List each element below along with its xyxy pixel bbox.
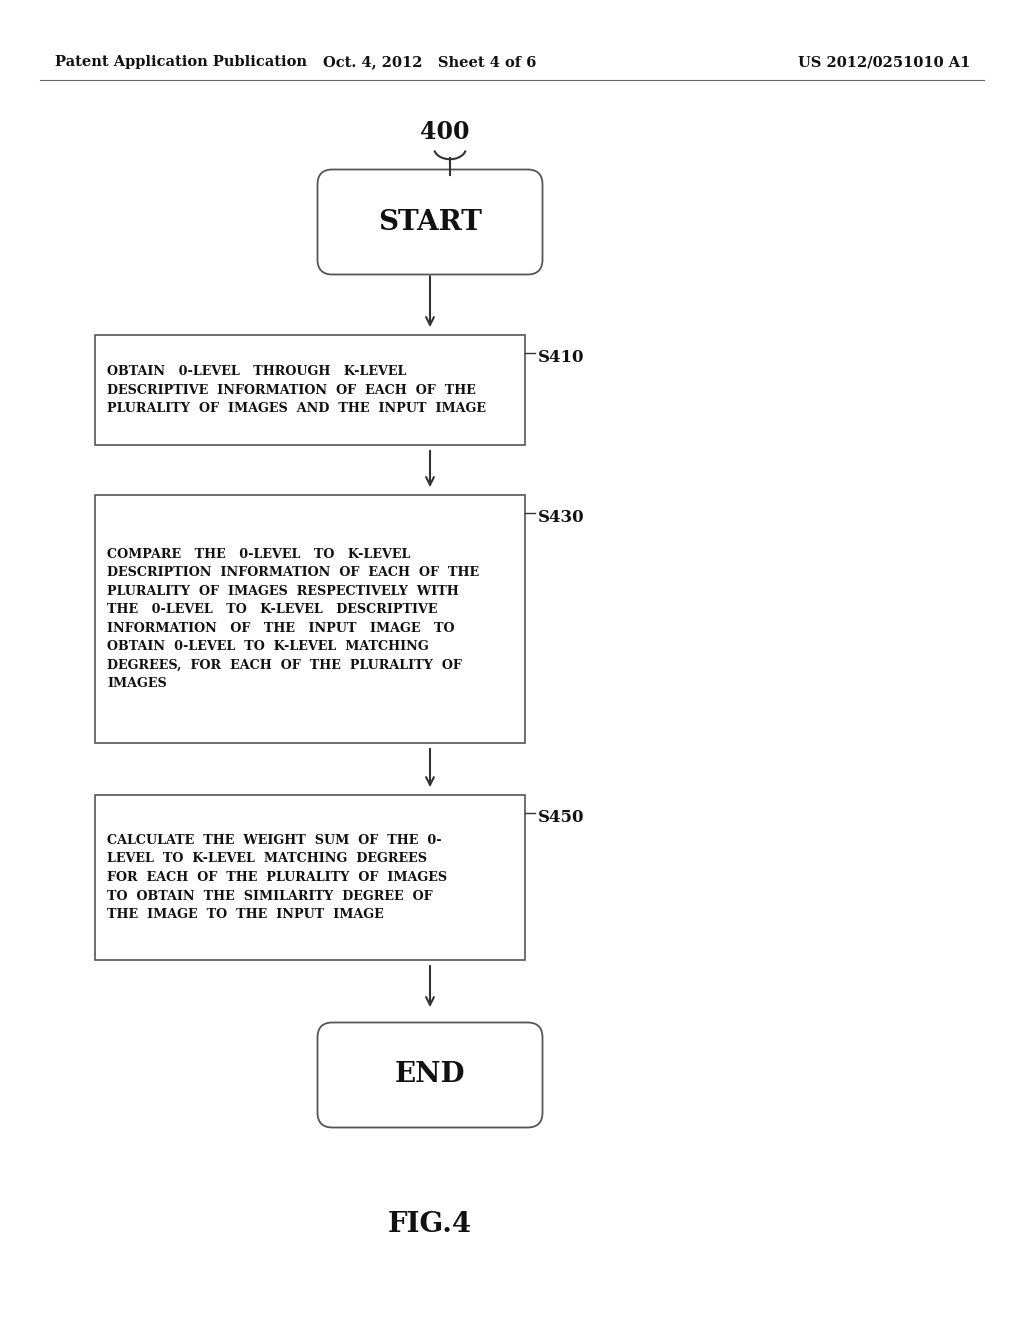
Text: Oct. 4, 2012   Sheet 4 of 6: Oct. 4, 2012 Sheet 4 of 6 [324,55,537,69]
Text: COMPARE   THE   0-LEVEL   TO   K-LEVEL
DESCRIPTION  INFORMATION  OF  EACH  OF  T: COMPARE THE 0-LEVEL TO K-LEVEL DESCRIPTI… [106,548,479,690]
Text: FIG.4: FIG.4 [388,1212,472,1238]
Bar [95,495,525,743]
FancyBboxPatch shape [317,1023,543,1127]
Text: END: END [394,1061,465,1089]
Text: S410: S410 [538,348,585,366]
Text: 400: 400 [420,120,470,144]
Text: S450: S450 [538,809,585,826]
Text: START: START [378,209,482,235]
Text: S430: S430 [538,510,585,525]
Bar [95,795,525,960]
Text: CALCULATE  THE  WEIGHT  SUM  OF  THE  0-
LEVEL  TO  K-LEVEL  MATCHING  DEGREES
F: CALCULATE THE WEIGHT SUM OF THE 0- LEVEL… [106,834,447,921]
Text: US 2012/0251010 A1: US 2012/0251010 A1 [798,55,970,69]
FancyBboxPatch shape [317,169,543,275]
Bar [95,335,525,445]
Text: OBTAIN   0-LEVEL   THROUGH   K-LEVEL
DESCRIPTIVE  INFORMATION  OF  EACH  OF  THE: OBTAIN 0-LEVEL THROUGH K-LEVEL DESCRIPTI… [106,366,486,414]
Text: Patent Application Publication: Patent Application Publication [55,55,307,69]
